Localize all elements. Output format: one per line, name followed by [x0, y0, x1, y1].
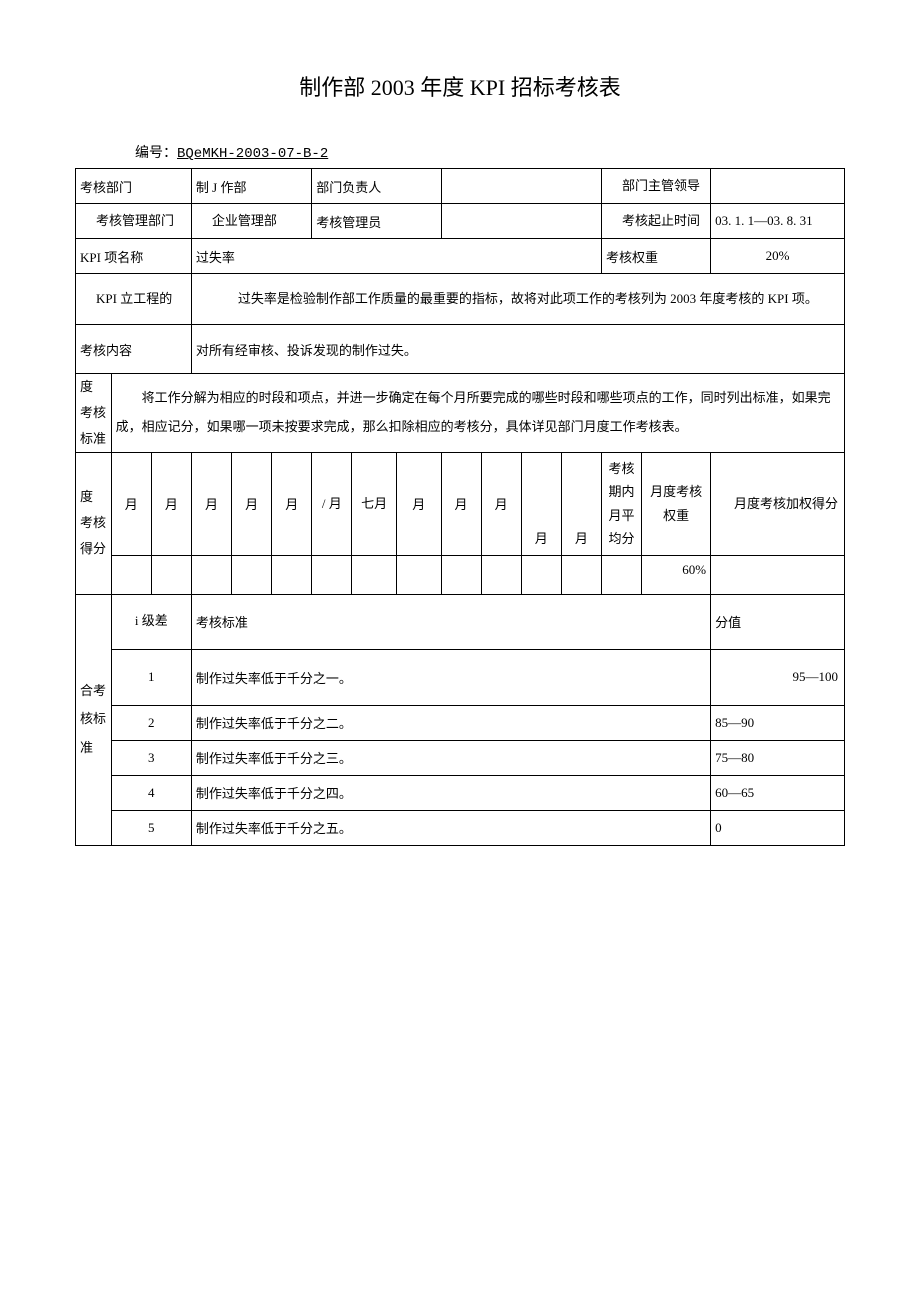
grade-lvl-3: 3	[111, 740, 191, 775]
grade-lvl-2: 2	[111, 705, 191, 740]
kpi-table: 考核部门 制 J 作部 部门负责人 部门主管领导 考核管理部门 企业管理部 考核…	[75, 168, 845, 846]
grade-val-4: 60—65	[711, 775, 845, 810]
value-admin	[441, 204, 601, 239]
value-std-para: 将工作分解为相应的时段和项点，并进一步确定在每个月所要完成的哪些时段和哪些项点的…	[111, 374, 844, 453]
month-3: 月	[191, 453, 231, 556]
label-std-side: 度 考核 标准	[76, 374, 112, 453]
month-12: 月	[561, 453, 601, 556]
grade-std-4: 制作过失率低于千分之四。	[191, 775, 710, 810]
label-head: 部门负责人	[312, 169, 441, 204]
month-8: 月	[396, 453, 441, 556]
month-11: 月	[521, 453, 561, 556]
page-title: 制作部 2003 年度 KPI 招标考核表	[75, 70, 845, 102]
value-month-weight: 60%	[642, 555, 711, 594]
grade-std-1: 制作过失率低于千分之一。	[191, 649, 710, 705]
value-kpi-basis: 过失率是检验制作部工作质量的最重要的指标，故将对此项工作的考核列为 2003 年…	[191, 274, 844, 325]
label-kpi-basis: KPI 立工程的	[76, 274, 192, 325]
label-kpi-name: KPI 项名称	[76, 239, 192, 274]
doc-number-value: BQeMKH-2003-07-B-2	[177, 146, 328, 162]
doc-number-line: 编号：BQeMKH-2003-07-B-2	[135, 142, 845, 162]
label-std-col: 考核标准	[191, 594, 710, 649]
grade-std-3: 制作过失率低于千分之三。	[191, 740, 710, 775]
score-12	[561, 555, 601, 594]
score-7	[352, 555, 397, 594]
month-1: 月	[111, 453, 151, 556]
page: 制作部 2003 年度 KPI 招标考核表 编号：BQeMKH-2003-07-…	[0, 0, 920, 1301]
label-admin: 考核管理员	[312, 204, 441, 239]
score-1	[111, 555, 151, 594]
label-avg: 考核期内月平均分	[601, 453, 641, 556]
label-month-score: 月度考核加权得分	[711, 453, 845, 556]
grade-std-2: 制作过失率低于千分之二。	[191, 705, 710, 740]
doc-number-label: 编号：	[135, 146, 177, 161]
score-11	[521, 555, 561, 594]
grade-val-5: 0	[711, 810, 845, 845]
value-period: 03. 1. 1—03. 8. 31	[711, 204, 845, 239]
value-head	[441, 169, 601, 204]
score-10	[481, 555, 521, 594]
value-dept: 制 J 作部	[191, 169, 311, 204]
label-val-col: 分值	[711, 594, 845, 649]
score-5	[272, 555, 312, 594]
grade-val-3: 75—80	[711, 740, 845, 775]
score-4	[232, 555, 272, 594]
label-grade-side: 合考核标准	[76, 594, 112, 845]
value-month-score	[711, 555, 845, 594]
label-score-side: 度 考核 得分	[76, 453, 112, 595]
grade-val-2: 85—90	[711, 705, 845, 740]
label-month-weight: 月度考核权重	[642, 453, 711, 556]
grade-val-1: 95—100	[711, 649, 845, 705]
label-mgmt-dept: 考核管理部门	[76, 204, 192, 239]
label-content: 考核内容	[76, 325, 192, 374]
month-2: 月	[151, 453, 191, 556]
month-5: 月	[272, 453, 312, 556]
grade-std-5: 制作过失率低于千分之五。	[191, 810, 710, 845]
label-grade-col: i 级差	[111, 594, 191, 649]
grade-lvl-1: 1	[111, 649, 191, 705]
score-8	[396, 555, 441, 594]
value-kpi-name: 过失率	[191, 239, 601, 274]
score-avg	[601, 555, 641, 594]
value-leader	[711, 169, 845, 204]
value-content: 对所有经审核、投诉发现的制作过失。	[191, 325, 844, 374]
label-dept: 考核部门	[76, 169, 192, 204]
month-9: 月	[441, 453, 481, 556]
grade-lvl-5: 5	[111, 810, 191, 845]
label-leader: 部门主管领导	[601, 169, 710, 204]
score-3	[191, 555, 231, 594]
value-weight: 20%	[711, 239, 845, 274]
month-10: 月	[481, 453, 521, 556]
grade-lvl-4: 4	[111, 775, 191, 810]
score-2	[151, 555, 191, 594]
value-mgmt-dept: 企业管理部	[191, 204, 311, 239]
label-weight: 考核权重	[601, 239, 710, 274]
month-7: 七月	[352, 453, 397, 556]
score-9	[441, 555, 481, 594]
month-4: 月	[232, 453, 272, 556]
month-6: / 月	[312, 453, 352, 556]
label-period: 考核起止时间	[601, 204, 710, 239]
score-6	[312, 555, 352, 594]
